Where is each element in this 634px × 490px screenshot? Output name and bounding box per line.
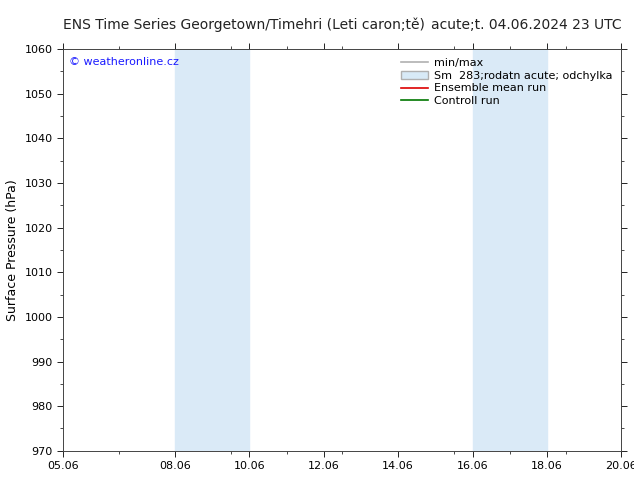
Text: acute;t. 04.06.2024 23 UTC: acute;t. 04.06.2024 23 UTC	[430, 18, 621, 32]
Bar	[472, 49, 547, 451]
Bar	[175, 49, 249, 451]
Y-axis label: Surface Pressure (hPa): Surface Pressure (hPa)	[6, 179, 19, 321]
Text: ENS Time Series Georgetown/Timehri (Leti caron;tě): ENS Time Series Georgetown/Timehri (Leti…	[63, 17, 425, 32]
Legend: min/max, Sm  283;rodatn acute; odchylka, Ensemble mean run, Controll run: min/max, Sm 283;rodatn acute; odchylka, …	[398, 54, 616, 110]
Text: © weatheronline.cz: © weatheronline.cz	[69, 57, 179, 67]
